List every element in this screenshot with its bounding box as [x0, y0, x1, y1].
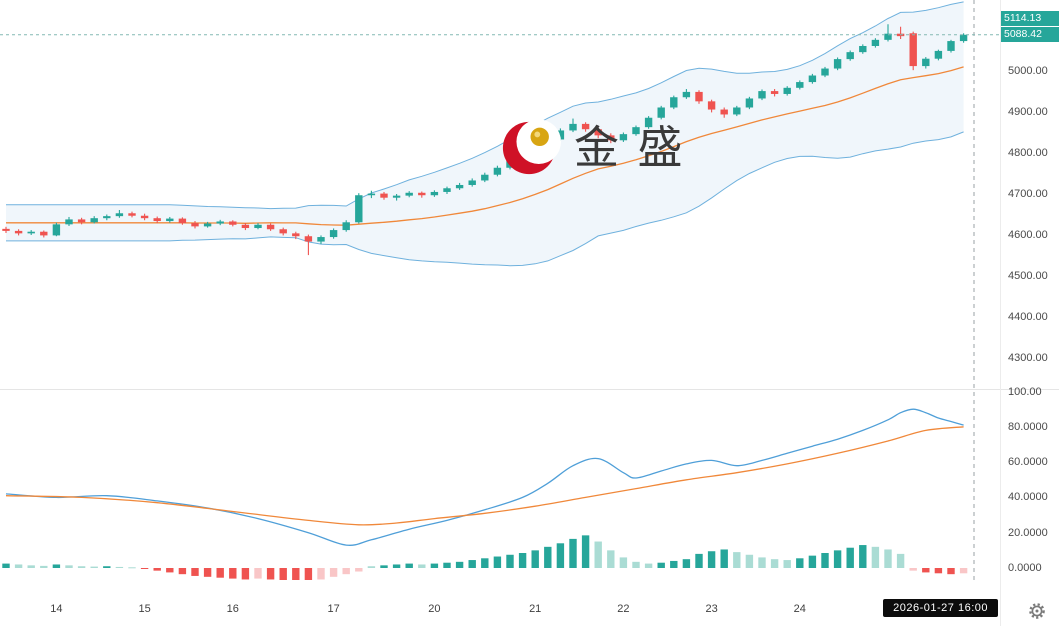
chart-panels[interactable]: [0, 0, 1000, 580]
price-badge-high: 5114.13: [1001, 11, 1059, 26]
time-axis-label: 16: [226, 603, 239, 615]
time-axis-label: 20: [428, 603, 441, 615]
indicator-line-slow: [5, 426, 964, 526]
timestamp-badge: 2026-01-27 16:00: [883, 599, 998, 617]
price-axis-label: 4500.00: [1008, 270, 1048, 282]
time-axis-label: 23: [705, 603, 718, 615]
bollinger-bands: [6, 1, 964, 267]
time-axis-label: 17: [327, 603, 340, 615]
price-axis-label: 4300.00: [1008, 352, 1048, 364]
price-axis-label: 20.0000: [1008, 526, 1048, 539]
indicator-lines: [5, 408, 964, 546]
bollinger-mid-line: [6, 66, 964, 226]
indicator-histogram: [2, 535, 968, 580]
time-axis[interactable]: 2026-01-27 16:00 14 15 16 17 20 21 22 23 24: [0, 580, 1000, 626]
price-axis-label: 4900.00: [1008, 106, 1048, 118]
candlestick-series: [2, 24, 968, 256]
price-axis[interactable]: 5114.13 5088.42 5000.00 4900.00 4800.00 470…: [1000, 0, 1059, 626]
price-axis-label: 100.00: [1008, 385, 1042, 398]
price-axis-label: 4600.00: [1008, 229, 1048, 241]
price-axis-label: 5000.00: [1008, 65, 1048, 77]
price-axis-label: 0.0000: [1008, 562, 1042, 574]
price-axis-label: 40.0000: [1008, 491, 1048, 504]
time-axis-label: 15: [138, 603, 151, 615]
time-axis-label: 24: [793, 603, 806, 615]
price-axis-label: 80.0000: [1008, 420, 1048, 433]
price-axis-label: 4800.00: [1008, 147, 1048, 159]
indicator-line-fast: [5, 408, 964, 546]
panel-separator: [1001, 389, 1059, 390]
price-axis-label: 60.0000: [1008, 456, 1048, 469]
time-axis-label: 21: [529, 603, 542, 615]
settings-icon[interactable]: [1029, 603, 1045, 624]
price-axis-label: 4400.00: [1008, 311, 1048, 323]
time-axis-label: 14: [50, 603, 63, 615]
price-axis-label: 4700.00: [1008, 188, 1048, 200]
price-badge-last: 5088.42: [1001, 27, 1059, 42]
time-axis-label: 22: [617, 603, 630, 615]
